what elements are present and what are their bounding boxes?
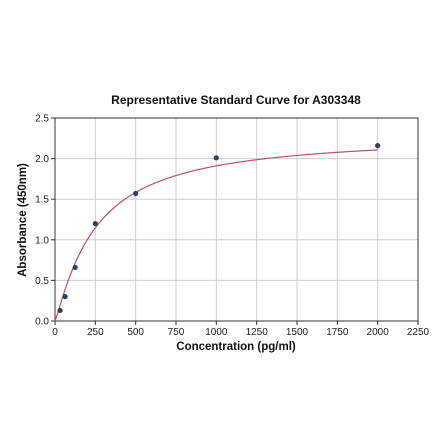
data-point bbox=[213, 155, 219, 161]
x-tick-label: 2250 bbox=[407, 327, 430, 338]
y-tick-label: 0.5 bbox=[35, 276, 49, 287]
x-tick-label: 0 bbox=[52, 327, 58, 338]
fit-curve bbox=[54, 149, 378, 322]
data-point bbox=[92, 220, 98, 227]
data-point bbox=[133, 190, 139, 197]
y-tick-label: 1.0 bbox=[35, 235, 49, 246]
data-point bbox=[57, 307, 63, 314]
x-tick-label: 750 bbox=[168, 327, 185, 338]
y-tick-labels: 0.0 0.5 1.0 1.5 2.0 2.5 bbox=[35, 114, 49, 328]
x-tick-label: 1500 bbox=[286, 327, 309, 338]
data-point bbox=[375, 143, 381, 149]
x-tick-label: 1000 bbox=[205, 327, 228, 338]
x-tick-label: 1750 bbox=[326, 327, 349, 338]
data-points bbox=[57, 143, 381, 314]
gridlines bbox=[54, 117, 419, 322]
x-tick-label: 1250 bbox=[246, 327, 269, 338]
x-tick-label: 2000 bbox=[367, 327, 390, 338]
y-tick-label: 2.0 bbox=[35, 154, 49, 165]
x-tick-label: 250 bbox=[87, 327, 104, 338]
data-point bbox=[72, 264, 78, 271]
y-tick-label: 0.0 bbox=[35, 317, 49, 328]
axis-ticks bbox=[51, 117, 419, 325]
x-tick-label: 500 bbox=[127, 327, 144, 338]
y-tick-label: 2.5 bbox=[35, 114, 49, 125]
data-point bbox=[62, 294, 68, 300]
y-tick-label: 1.5 bbox=[35, 195, 49, 206]
x-tick-labels: 0 250 500 750 1000 1250 1500 1750 2000 2250 bbox=[52, 327, 429, 338]
chart-title: Representative Standard Curve for A30334… bbox=[111, 93, 361, 107]
x-axis-label: Concentration (pg/ml) bbox=[176, 341, 296, 353]
y-axis-label: Absorbance (450nm) bbox=[17, 163, 29, 277]
plot-frame bbox=[54, 117, 419, 322]
